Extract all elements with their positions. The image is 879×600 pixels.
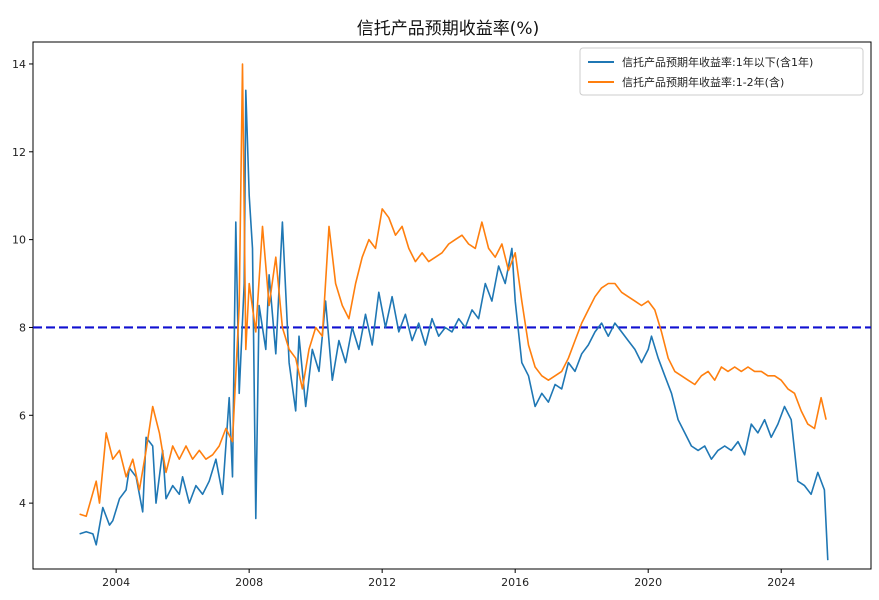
x-tick-label: 2004	[102, 576, 130, 589]
axis-ticks: 2004 2008 2012 2016 2020 2024 4 6 8 10 12 14	[12, 58, 795, 589]
x-tick-label: 2020	[634, 576, 662, 589]
legend-label-series-1: 信托产品预期年收益率:1年以下(含1年)	[622, 55, 813, 69]
y-tick-label: 14	[12, 58, 26, 71]
series-lines	[79, 63, 829, 561]
y-tick-label: 8	[19, 321, 26, 334]
legend-label-series-2: 信托产品预期年收益率:1-2年(含)	[622, 75, 784, 89]
series-line-2	[79, 63, 827, 518]
y-tick-label: 6	[19, 409, 26, 422]
y-tick-label: 4	[19, 497, 26, 510]
plot-area	[32, 41, 872, 570]
y-tick-label: 10	[12, 234, 26, 247]
legend: 信托产品预期年收益率:1年以下(含1年) 信托产品预期年收益率:1-2年(含)	[579, 47, 864, 96]
x-tick-label: 2012	[368, 576, 396, 589]
x-tick-label: 2024	[767, 576, 795, 589]
x-tick-label: 2008	[235, 576, 263, 589]
chart-title: 信托产品预期收益率(%)	[357, 19, 539, 39]
y-tick-label: 12	[12, 146, 26, 159]
legend-box	[579, 47, 864, 96]
x-tick-label: 2016	[501, 576, 529, 589]
series-line-1	[79, 89, 829, 561]
